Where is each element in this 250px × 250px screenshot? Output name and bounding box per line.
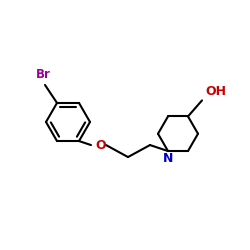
Text: OH: OH (205, 86, 226, 98)
Text: O: O (95, 138, 106, 151)
Text: N: N (163, 152, 173, 164)
Text: Br: Br (36, 68, 51, 81)
